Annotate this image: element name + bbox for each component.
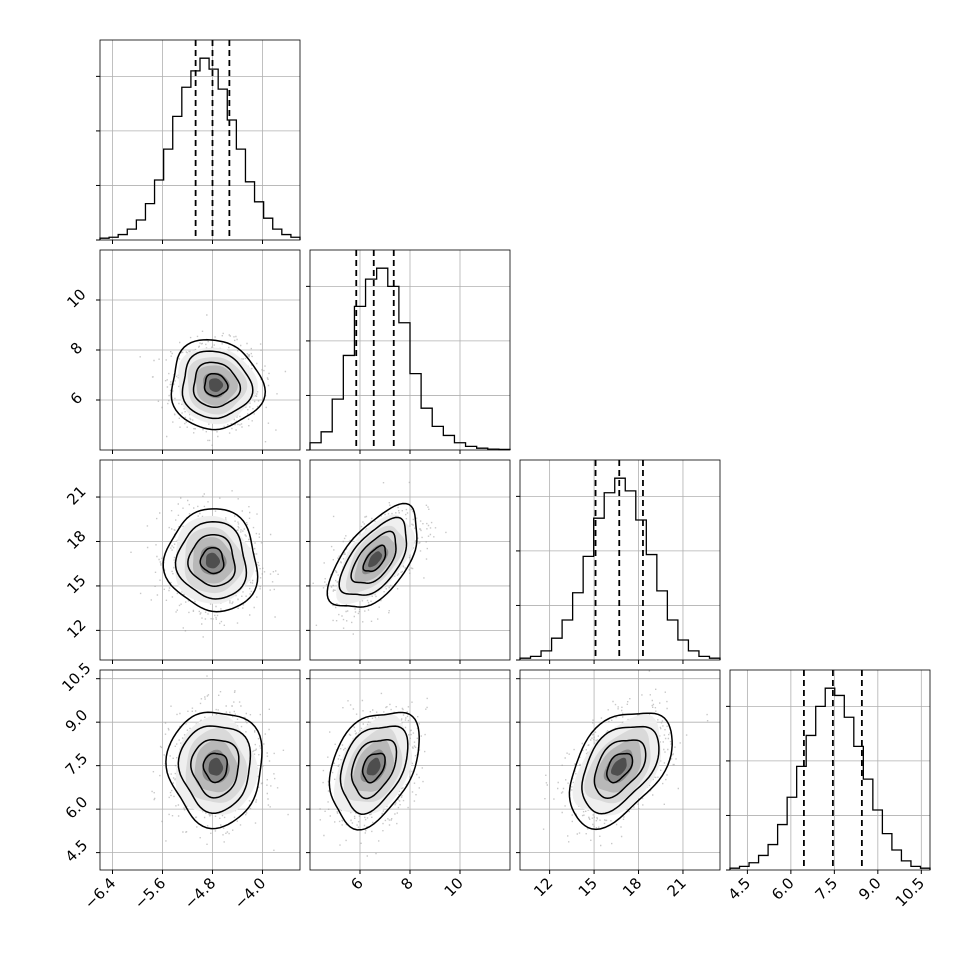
y-tick-label: 8 [67, 339, 86, 358]
contour-level-4 [568, 712, 673, 831]
density-shade-5 [208, 757, 224, 776]
x-tick-label: 4.5 [725, 874, 755, 904]
y-tick-label: 12 [63, 616, 89, 642]
contour-level-4 [328, 711, 420, 831]
contour-level-4 [165, 711, 263, 830]
x-tick-label: 12 [530, 874, 556, 900]
density-shade-5 [209, 378, 224, 392]
contour-level-2 [190, 738, 240, 799]
y-tick-label: 21 [63, 482, 89, 508]
contour-level-2 [192, 361, 242, 409]
contour-level-1 [606, 752, 634, 784]
contour-level-3 [174, 521, 248, 600]
scatter-points [151, 675, 289, 851]
y-tick-label: 7.5 [62, 749, 92, 779]
x-tick-label: −4.0 [231, 874, 269, 912]
scatter-panel-r2-c0 [96, 459, 301, 664]
y-tick-label: 10 [63, 285, 89, 311]
histogram-panel-4 [726, 669, 931, 874]
contour-level-2 [350, 530, 397, 584]
x-tick-label: 10.5 [892, 874, 928, 910]
histogram-steps [99, 57, 301, 240]
contour-level-3 [339, 725, 409, 815]
contour-level-3 [181, 350, 254, 420]
x-tick-label: 6 [347, 874, 366, 893]
contour-level-1 [199, 547, 225, 575]
histogram-steps [729, 687, 931, 870]
y-tick-label: 10.5 [58, 659, 94, 695]
panel-background [100, 40, 300, 240]
scatter-panel-r3-c1 [306, 669, 511, 874]
contour-level-4 [162, 508, 259, 613]
histogram-panel-3 [516, 459, 721, 664]
contour-level-1 [362, 544, 387, 572]
panel-background [730, 670, 930, 870]
histogram-panel-1 [96, 39, 301, 244]
y-tick-label: 6 [67, 389, 86, 408]
histogram-steps [309, 267, 511, 451]
x-tick-label: 6.0 [768, 874, 798, 904]
contour-level-1 [361, 752, 386, 784]
scatter-panel-r3-c0 [96, 669, 301, 874]
panel-frame [519, 669, 721, 871]
contour-level-2 [593, 739, 647, 799]
panel-frame [519, 459, 721, 661]
x-tick-label: 9.0 [855, 874, 885, 904]
contour-level-2 [187, 534, 236, 587]
contour-level-1 [203, 372, 229, 397]
panel-frame [309, 249, 511, 451]
scatter-panel-r3-c2 [516, 669, 721, 874]
x-tick-label: 21 [664, 874, 690, 900]
y-tick-label: 4.5 [62, 836, 92, 866]
panel-frame [309, 669, 511, 871]
panel-frame [99, 669, 301, 871]
density-shade-5 [368, 551, 383, 568]
x-tick-label: 15 [575, 874, 601, 900]
histogram-panel-2 [306, 249, 511, 454]
contour-level-1 [202, 752, 228, 784]
scatter-panel-r2-c1 [306, 459, 511, 664]
panel-frame [309, 459, 511, 661]
x-tick-label: −6.4 [81, 874, 119, 912]
contour-level-4 [170, 339, 267, 431]
x-tick-label: −4.8 [181, 874, 219, 912]
panel-frame [99, 459, 301, 661]
scatter-panel-r1-c0 [96, 249, 301, 454]
contour-level-3 [581, 725, 660, 815]
y-tick-label: 15 [63, 571, 89, 597]
density-shade-5 [366, 757, 381, 776]
contour-level-4 [326, 502, 418, 608]
x-tick-label: 7.5 [812, 874, 842, 904]
x-tick-label: 10 [441, 874, 467, 900]
x-tick-label: 8 [397, 874, 416, 893]
contour-level-2 [350, 739, 398, 800]
histogram-steps [519, 477, 721, 660]
density-shade-5 [611, 757, 627, 776]
y-tick-label: 9.0 [62, 706, 92, 736]
x-tick-label: −5.6 [131, 874, 169, 912]
contour-level-3 [177, 725, 252, 814]
density-shade-5 [205, 552, 220, 569]
x-tick-label: 18 [619, 874, 645, 900]
panel-frame [99, 39, 301, 241]
contour-level-3 [338, 516, 408, 596]
panel-frame [729, 669, 931, 871]
y-tick-label: 6.0 [62, 793, 92, 823]
panel-frame [99, 249, 301, 451]
y-tick-label: 18 [63, 527, 89, 553]
